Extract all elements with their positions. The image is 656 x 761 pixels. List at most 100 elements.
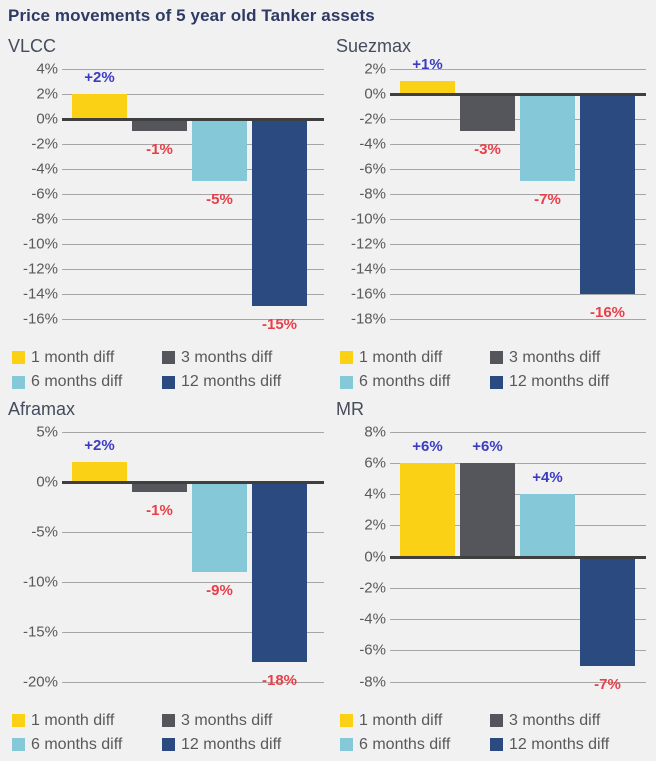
- legend-swatch-icon: [162, 350, 175, 364]
- legend-item-m3: 3 months diff: [162, 712, 328, 730]
- legend-item-m12: 12 months diff: [162, 373, 328, 391]
- y-axis-tick-label: -14%: [350, 260, 386, 278]
- y-axis-tick-label: -8%: [359, 673, 386, 691]
- gridline: [62, 193, 324, 195]
- zero-axis-line: [62, 480, 324, 484]
- data-label: +6%: [472, 437, 503, 455]
- data-label: -3%: [474, 141, 501, 159]
- legend-swatch-icon: [490, 375, 503, 389]
- y-axis-tick-label: -10%: [350, 210, 386, 228]
- y-axis-tick-label: -4%: [31, 160, 58, 178]
- data-label: -18%: [261, 671, 298, 689]
- y-axis-tick-label: -12%: [22, 260, 58, 278]
- data-label: +1%: [412, 56, 443, 74]
- gridline: [62, 293, 324, 295]
- bar-m6: [192, 118, 247, 182]
- y-axis-tick-label: 0%: [36, 473, 58, 491]
- legend-item-m1: 1 month diff: [12, 349, 162, 367]
- y-axis-tick-label: 0%: [364, 85, 386, 103]
- legend-label: 6 months diff: [359, 736, 451, 754]
- legend-swatch-icon: [340, 713, 353, 727]
- y-axis-tick-label: -5%: [31, 523, 58, 541]
- legend-item-m1: 1 month diff: [340, 712, 490, 730]
- y-axis: 8% 6% 4% 2% 0% -2% -4% -6% -8%: [336, 423, 386, 690]
- y-axis-tick-label: -8%: [31, 210, 58, 228]
- legend-label: 12 months diff: [509, 736, 610, 754]
- data-label: -15%: [261, 316, 298, 334]
- data-label: -1%: [146, 501, 173, 519]
- bar-m12: [252, 481, 307, 662]
- legend-item-m3: 3 months diff: [162, 349, 328, 367]
- data-label: -16%: [589, 303, 626, 321]
- plot-area: +6% +6% +4% -7%: [390, 431, 646, 693]
- chart-heading-vlcc: VLCC: [8, 36, 57, 56]
- gridline: [390, 168, 646, 170]
- bar-chart-suezmax: 2% 0% -2% -4% -6% -8% -10% -12% -14% -16% -18% +1%…: [336, 56, 650, 337]
- y-axis-tick-label: -6%: [359, 160, 386, 178]
- bar-m6: [520, 494, 575, 557]
- y-axis-tick-label: -10%: [22, 235, 58, 253]
- legend-swatch-icon: [12, 350, 25, 364]
- legend-label: 3 months diff: [509, 711, 601, 729]
- gridline: [390, 193, 646, 195]
- legend-item-m6: 6 months diff: [340, 373, 490, 391]
- chart-legend: 1 month diff 3 months diff 6 months diff 12…: [340, 349, 650, 391]
- bar-m12: [252, 118, 307, 307]
- gridline: [62, 218, 324, 220]
- y-axis-tick-label: 0%: [364, 548, 386, 566]
- bar-m3: [460, 462, 515, 557]
- gridline: [390, 681, 646, 683]
- chart-legend: 1 month diff 3 months diff 6 months diff 12…: [340, 712, 650, 754]
- legend-item-m6: 6 months diff: [12, 373, 162, 391]
- gridline: [390, 218, 646, 220]
- gridline: [390, 525, 646, 527]
- y-axis-tick-label: -10%: [22, 573, 58, 591]
- bar-chart-vlcc: 4% 2% 0% -2% -4% -6% -8% -10% -12% -14% -16% +2% -1…: [8, 60, 328, 337]
- y-axis-tick-label: -12%: [350, 235, 386, 253]
- legend-label: 1 month diff: [359, 711, 443, 729]
- bar-m1: [72, 93, 127, 119]
- gridline: [62, 93, 324, 95]
- gridline: [390, 619, 646, 621]
- y-axis-tick-label: 4%: [364, 485, 386, 503]
- y-axis-tick-label: -18%: [350, 310, 386, 328]
- legend-item-m12: 12 months diff: [490, 373, 650, 391]
- gridline: [62, 268, 324, 270]
- y-axis-tick-label: 4%: [36, 60, 58, 78]
- y-axis: 5% 0% -5% -10% -15% -20%: [8, 423, 58, 690]
- zero-axis-line: [390, 92, 646, 96]
- bar-chart-mr: 8% 6% 4% 2% 0% -2% -4% -6% -8% +6% +6% +4% -7%: [336, 423, 650, 700]
- legend-swatch-icon: [490, 713, 503, 727]
- gridline: [390, 587, 646, 589]
- legend-item-m6: 6 months diff: [12, 736, 162, 754]
- gridline: [62, 431, 324, 433]
- bar-m1: [400, 81, 455, 94]
- y-axis-tick-label: 2%: [36, 85, 58, 103]
- y-axis-tick-label: -8%: [359, 185, 386, 203]
- legend-label: 3 months diff: [509, 348, 601, 366]
- plot-area: +2% -1% -5% -15%: [62, 68, 324, 333]
- y-axis-tick-label: 2%: [364, 516, 386, 534]
- y-axis: 2% 0% -2% -4% -6% -8% -10% -12% -14% -16% -18%: [336, 60, 386, 327]
- legend-swatch-icon: [12, 713, 25, 727]
- bar-m6: [192, 481, 247, 572]
- chart-cell-aframax: Aframax 5% 0% -5% -10% -15% -20% +2% -1% -9% -18…: [8, 399, 328, 754]
- chart-heading-aframax: Aframax: [8, 398, 76, 419]
- bar-chart-aframax: 5% 0% -5% -10% -15% -20% +2% -1% -9% -18%: [8, 423, 328, 700]
- legend-label: 3 months diff: [181, 348, 273, 366]
- y-axis-tick-label: -2%: [359, 110, 386, 128]
- y-axis-tick-label: -6%: [359, 641, 386, 659]
- gridline: [62, 631, 324, 633]
- data-label: +2%: [84, 68, 115, 86]
- legend-swatch-icon: [162, 375, 175, 389]
- y-axis-tick-label: -16%: [22, 310, 58, 328]
- y-axis-tick-label: 8%: [364, 423, 386, 441]
- gridline: [390, 462, 646, 464]
- y-axis-tick-label: -20%: [22, 673, 58, 691]
- data-label: +2%: [84, 436, 115, 454]
- legend-label: 1 month diff: [31, 711, 115, 729]
- y-axis-tick-label: 5%: [36, 423, 58, 441]
- y-axis-tick-label: -14%: [22, 285, 58, 303]
- bar-m1: [72, 461, 127, 482]
